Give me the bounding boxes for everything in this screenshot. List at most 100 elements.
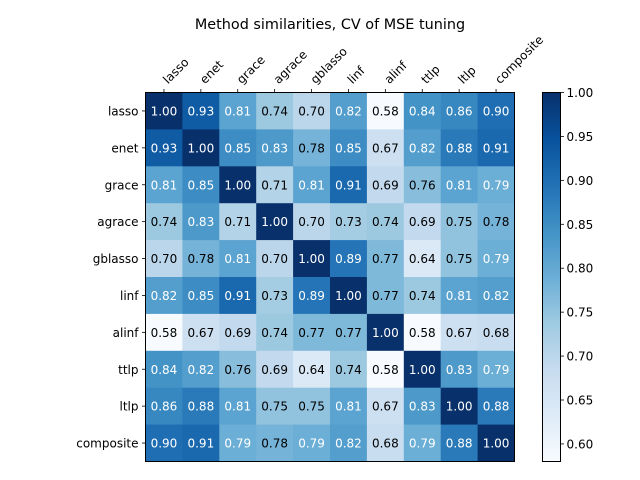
y-tick-label: enet [111, 141, 138, 155]
heatmap-cell [293, 277, 331, 315]
heatmap-cell-label: 0.84 [409, 104, 436, 118]
heatmap-cell [477, 277, 515, 315]
x-tick-label: composite [492, 33, 546, 87]
heatmap-cell [440, 313, 478, 352]
heatmap-cell [219, 203, 257, 241]
heatmap-cell-label: 0.78 [298, 141, 325, 155]
heatmap-cell [145, 277, 183, 315]
heatmap-cell-label: 0.79 [483, 363, 510, 377]
heatmap-cell [145, 203, 183, 241]
heatmap-cell-label: 0.73 [261, 289, 288, 303]
heatmap-cell [145, 424, 183, 462]
heatmap-cell-label: 0.77 [372, 252, 399, 266]
colorbar-tick-label: 0.85 [567, 218, 594, 232]
heatmap-cell [182, 129, 220, 167]
heatmap-cell-label: 0.79 [483, 178, 510, 192]
heatmap-cell [440, 129, 478, 167]
heatmap-cell [256, 129, 294, 167]
heatmap-cell-label: 0.77 [335, 326, 362, 340]
heatmap-cell-label: 0.86 [446, 104, 473, 118]
heatmap-cell [256, 166, 294, 204]
heatmap-cell [403, 203, 442, 241]
heatmap-cell [366, 313, 405, 352]
heatmap-cell-label: 0.91 [187, 437, 214, 451]
heatmap-cell [477, 129, 515, 167]
heatmap-cell [219, 277, 257, 315]
heatmap-cell-label: 0.75 [446, 252, 473, 266]
heatmap-cell [219, 350, 257, 389]
heatmap-cell-label: 0.67 [372, 141, 399, 155]
heatmap-cell [293, 129, 331, 167]
x-tick-label: agrace [271, 48, 310, 87]
heatmap-cell [477, 203, 515, 241]
heatmap-cell-label: 1.00 [409, 363, 436, 377]
colorbar [542, 92, 560, 461]
heatmap-cell-label: 0.75 [298, 400, 325, 414]
colorbar-ticks: 0.60 0.65 0.70 0.75 0.80 0.85 0.90 0.95 1.00 [560, 86, 594, 451]
heatmap-cell [330, 129, 368, 167]
y-tick-label: lasso [108, 104, 139, 118]
heatmap-cell [403, 166, 442, 204]
heatmap-cell [145, 387, 183, 425]
heatmap-cell [182, 313, 220, 352]
heatmap-cell [366, 203, 405, 241]
heatmap-cell [182, 350, 220, 389]
heatmap-cell-label: 0.88 [446, 437, 473, 451]
colorbar-tick-label: 0.95 [567, 130, 594, 144]
y-tick-label: gblasso [93, 252, 139, 266]
heatmap-cell-label: 0.77 [372, 289, 399, 303]
heatmap-cell [293, 350, 331, 389]
heatmap-cell [256, 92, 294, 130]
heatmap-cell-label: 0.90 [151, 437, 178, 451]
heatmap-cell [330, 240, 368, 278]
heatmap-cell [293, 203, 331, 241]
heatmap-cell-label: 0.83 [187, 215, 214, 229]
heatmap-cell [293, 240, 331, 278]
heatmap-cell-label: 0.69 [372, 178, 399, 192]
heatmap-cell-label: 0.85 [187, 289, 214, 303]
heatmap-cell-label: 0.84 [151, 363, 178, 377]
heatmap-cell-label: 0.76 [409, 178, 436, 192]
heatmap-cell-label: 0.81 [446, 289, 473, 303]
heatmap-cell-label: 0.83 [261, 141, 288, 155]
heatmap-cell-label: 0.83 [409, 400, 436, 414]
heatmap-cell [477, 350, 515, 389]
heatmap-cell [440, 203, 478, 241]
heatmap-cell-label: 0.88 [446, 141, 473, 155]
heatmap-cell-label: 0.74 [261, 104, 288, 118]
heatmap-cell [330, 350, 368, 389]
heatmap-cell [366, 387, 405, 425]
heatmap-cell [145, 92, 183, 130]
heatmap-cell [219, 313, 257, 352]
heatmap-cell-label: 0.91 [483, 141, 510, 155]
heatmap-cell-label: 1.00 [372, 326, 399, 340]
heatmap-cell-label: 0.91 [335, 178, 362, 192]
heatmap-cell [293, 313, 331, 352]
heatmap-frame [145, 92, 515, 462]
heatmap-cell-labels: 1.00 0.93 0.81 0.74 0.70 0.82 0.58 0.84 0.86 0.90… [151, 104, 510, 450]
heatmap-cell-label: 0.64 [298, 363, 325, 377]
y-axis-ticks: lasso enet grace agrace gblasso linf alinf ttlp… [76, 104, 146, 451]
heatmap-cell [182, 424, 220, 462]
heatmap-cell-label: 0.81 [224, 400, 251, 414]
heatmap-cell [182, 92, 220, 130]
heatmap-cell [366, 424, 405, 462]
colorbar-tick-label: 0.75 [567, 306, 594, 320]
heatmap-cell-label: 0.68 [483, 326, 510, 340]
x-tick-label: ltlp [455, 63, 478, 86]
x-tick-label: alinf [382, 58, 411, 87]
heatmap-cell-label: 1.00 [298, 252, 325, 266]
heatmap-cell [293, 166, 331, 204]
heatmap-cell-label: 0.86 [151, 400, 178, 414]
heatmap-cell [366, 92, 405, 130]
heatmap-cell [330, 92, 368, 130]
heatmap-cell [366, 350, 405, 389]
colorbar-tick-label: 0.80 [567, 262, 594, 276]
heatmap-cell-label: 0.89 [298, 289, 325, 303]
y-tick-label: composite [76, 437, 138, 451]
heatmap-cell [366, 166, 405, 204]
heatmap-cell [403, 313, 442, 352]
heatmap-cell-label: 0.93 [187, 104, 214, 118]
heatmap-cell-label: 0.74 [372, 215, 399, 229]
heatmap-cell-label: 0.88 [187, 400, 214, 414]
